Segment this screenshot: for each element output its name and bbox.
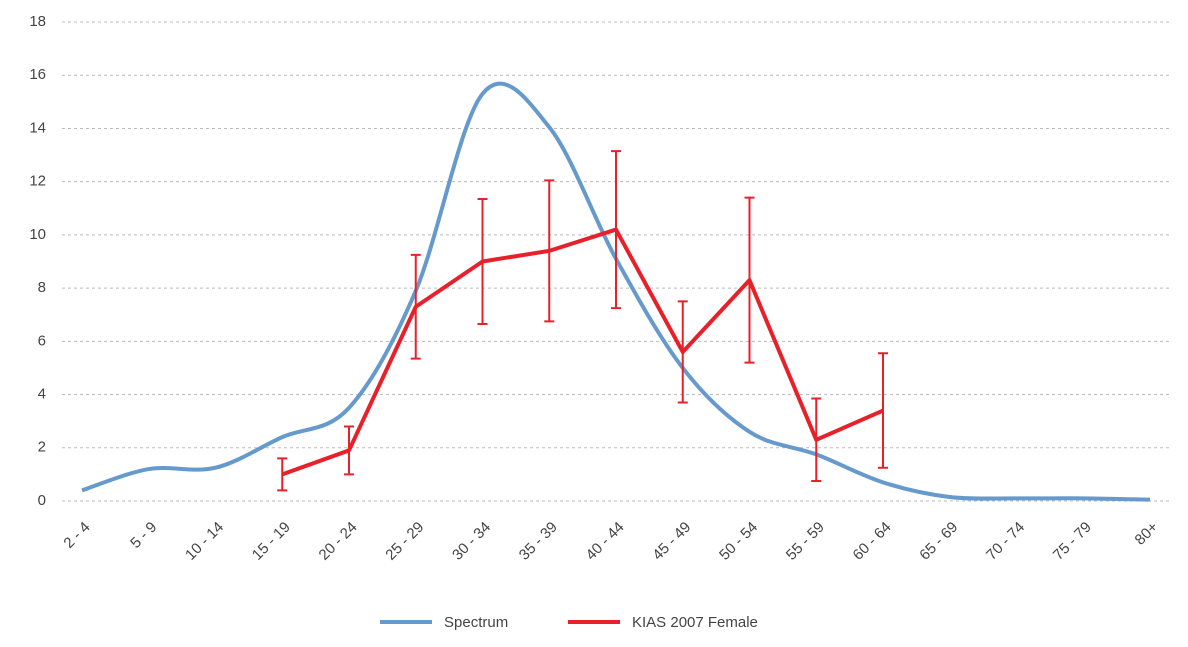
y-tick-label: 4 xyxy=(38,386,46,403)
x-tick-label: 65 - 69 xyxy=(916,519,961,564)
y-tick-label: 0 xyxy=(38,492,46,509)
x-tick-label: 50 - 54 xyxy=(716,519,761,564)
x-tick-label: 2 - 4 xyxy=(60,519,93,552)
x-tick-label: 35 - 39 xyxy=(516,519,561,564)
x-tick-label: 80+ xyxy=(1132,518,1162,548)
x-tick-label: 70 - 74 xyxy=(983,519,1028,564)
y-tick-label: 8 xyxy=(38,279,46,296)
y-tick-label: 14 xyxy=(29,119,46,136)
x-tick-label: 45 - 49 xyxy=(649,519,694,564)
x-tick-label: 10 - 14 xyxy=(182,519,227,564)
y-tick-label: 6 xyxy=(38,332,46,349)
y-tick-label: 12 xyxy=(29,173,46,190)
x-tick-label: 5 - 9 xyxy=(127,519,160,552)
series-line xyxy=(81,81,1151,502)
x-tick-label: 25 - 29 xyxy=(382,519,427,564)
x-tick-label: 55 - 59 xyxy=(783,519,828,564)
x-tick-label: 20 - 24 xyxy=(316,519,361,564)
x-tick-label: 40 - 44 xyxy=(583,519,628,564)
legend-label: Spectrum xyxy=(444,614,508,631)
x-tick-label: 75 - 79 xyxy=(1050,519,1095,564)
legend-label: KIAS 2007 Female xyxy=(632,614,758,631)
series-line xyxy=(281,227,884,477)
y-tick-label: 16 xyxy=(29,66,46,83)
y-tick-label: 10 xyxy=(29,226,46,243)
y-tick-label: 18 xyxy=(29,13,46,30)
x-tick-label: 60 - 64 xyxy=(850,519,895,564)
error-bar xyxy=(878,352,888,469)
x-tick-label: 30 - 34 xyxy=(449,519,494,564)
error-bar xyxy=(277,457,288,492)
y-tick-label: 2 xyxy=(38,439,46,456)
x-tick-label: 15 - 19 xyxy=(249,519,294,564)
